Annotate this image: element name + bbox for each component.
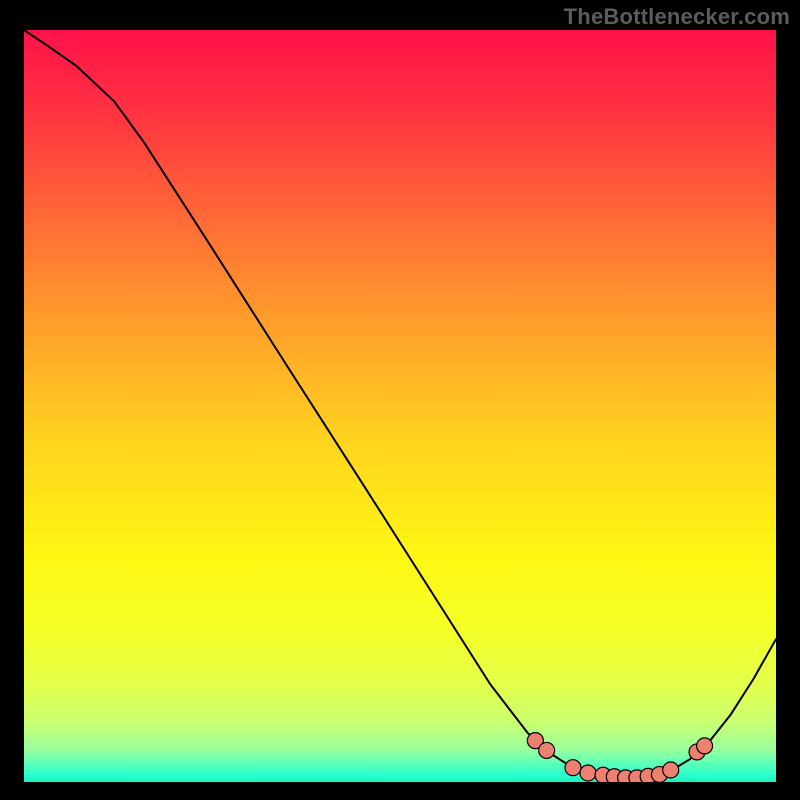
marker-dot xyxy=(565,760,581,776)
marker-dot xyxy=(539,742,555,758)
marker-dot xyxy=(697,738,713,754)
marker-dot xyxy=(580,765,596,781)
watermark-text: TheBottlenecker.com xyxy=(564,4,790,30)
chart-overlay xyxy=(24,30,776,782)
plot-area xyxy=(24,30,776,782)
chart-container: TheBottlenecker.com xyxy=(0,0,800,800)
curve-path xyxy=(24,30,776,778)
marker-dot xyxy=(663,762,679,778)
